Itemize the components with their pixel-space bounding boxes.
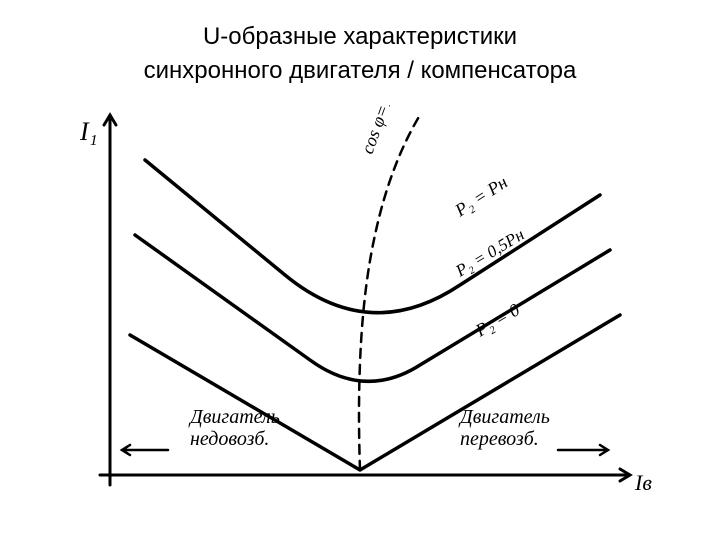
region-over-line2: перевозб. — [460, 428, 539, 450]
label-cosphi: cos φ=1 — [357, 105, 396, 156]
label-0: P₂ = 0 — [471, 299, 523, 341]
curve-cosphi-1 — [359, 115, 420, 470]
x-axis — [100, 469, 630, 481]
chart-title: U-образные характеристики синхронного дв… — [0, 20, 720, 87]
curve-p2-05pn — [135, 235, 610, 381]
region-over: Двигательперевозб. — [458, 406, 608, 455]
v-curve-plot: I₁ Iв cos φ=1 P₂ = PнP₂ = 0,5Pн P₂ = 0 Двигат… — [60, 105, 660, 505]
label-05pn: P₂ = 0,5Pн — [451, 225, 527, 281]
y-axis — [104, 115, 116, 485]
label-pn: P₂ = Pн — [450, 172, 511, 221]
title-line-2: синхронного двигателя / компенсатора — [0, 54, 720, 88]
region-over-arrow — [558, 445, 608, 455]
region-over-line1: Двигатель — [458, 406, 550, 428]
title-line-1: U-образные характеристики — [0, 20, 720, 54]
region-under-arrow — [122, 445, 168, 455]
region-under-line1: Двигатель — [188, 406, 280, 428]
region-under: Двигательнедовозб. — [122, 406, 280, 455]
y-axis-label: I₁ — [79, 117, 98, 146]
x-axis-label: Iв — [634, 470, 652, 495]
region-under-line2: недовозб. — [190, 428, 269, 450]
